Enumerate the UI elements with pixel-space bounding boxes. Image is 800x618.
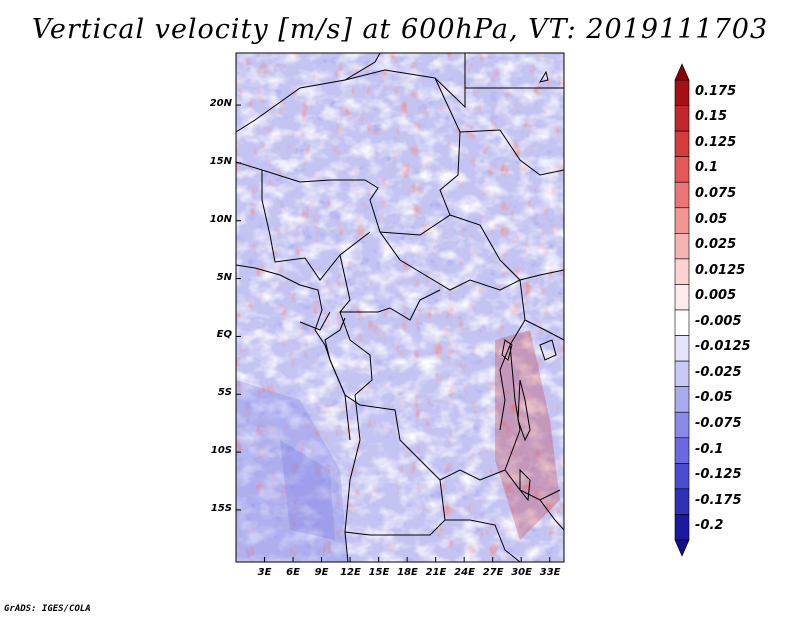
lon-label: 30E [511,567,532,578]
colorbar-segment [674,284,690,311]
axis-ticks [236,104,551,562]
colorbar-segment [674,79,690,106]
colorbar-label: -0.2 [695,518,724,534]
lat-label: 5S [217,387,232,399]
lat-label: 10S [210,445,232,457]
colorbar-label: -0.05 [695,390,733,406]
colorbar-segment [674,386,690,413]
lat-label: 15N [209,155,232,167]
map-frame [235,52,565,563]
colorbar-label: 0.1 [695,160,719,176]
colorbar-bottom-arrow [674,539,690,557]
lat-label: EQ [216,329,232,341]
colorbar-segment [674,360,690,387]
colorbar-label: -0.175 [695,492,742,508]
colorbar-segment [674,207,690,234]
colorbar-label: 0.025 [695,237,737,253]
lon-label: 24E [454,567,475,578]
colorbar-label: 0.125 [695,134,737,150]
colorbar-label: 0.075 [695,186,737,201]
lon-label: 12E [340,567,361,578]
lon-label: 21E [425,567,447,578]
colorbar-segment [674,156,690,183]
colorbar-segment [674,463,690,490]
map-title: Vertical velocity [m/s] at 600hPa, VT: 2… [31,14,769,45]
colorbar-label: -0.0125 [695,339,751,355]
colorbar [674,63,690,557]
lon-label: 6E [286,567,300,578]
lon-label: 9E [314,567,329,578]
colorbar-segment [674,233,690,260]
colorbar-label: 0.05 [695,211,728,227]
colorbar-label: -0.075 [695,416,742,431]
colorbar-segment [674,514,690,541]
colorbar-segment [674,437,690,464]
colorbar-label: -0.025 [695,364,742,380]
lon-label: 3E [257,567,272,578]
country-borders [236,53,564,562]
colorbar-segment [674,258,690,285]
velocity-field [236,53,564,562]
colorbar-label: 0.005 [695,288,737,304]
lon-label: 18E [397,567,418,578]
colorbar-segment [674,411,690,439]
colorbar-segment [674,335,690,362]
lon-label: 33E [539,567,561,578]
lon-label: 15E [368,567,390,578]
lat-label: 20N [209,98,232,110]
colorbar-segment [674,309,690,336]
colorbar-label: 0.15 [695,109,728,125]
lat-label: 10N [209,213,232,225]
colorbar-label: 0.175 [695,83,737,99]
colorbar-segment [674,488,690,515]
lat-label: 15S [210,502,232,514]
colorbar-label: -0.005 [695,313,742,329]
colorbar-label: 0.0125 [695,262,746,278]
lat-label: 5N [216,271,232,283]
colorbar-label: -0.1 [695,441,724,457]
colorbar-segment [674,181,690,209]
credit-text: GrADS: IGES/COLA [4,604,91,614]
colorbar-top-arrow [674,63,690,81]
colorbar-label: -0.125 [695,467,742,483]
lon-label: 27E [482,567,504,578]
colorbar-segment [674,130,690,157]
colorbar-segment [674,105,690,132]
